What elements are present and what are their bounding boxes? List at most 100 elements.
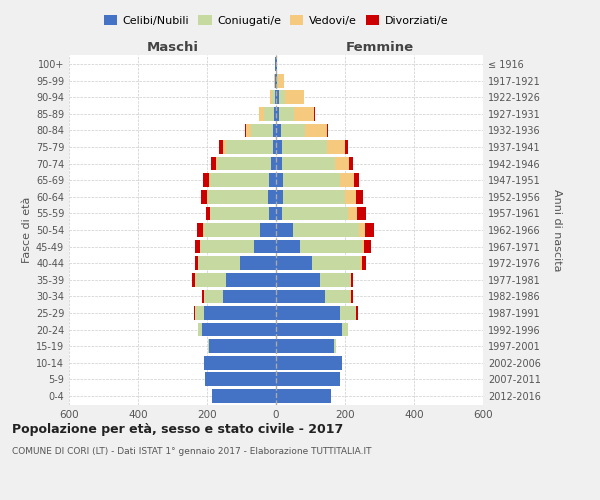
Bar (355, 174, 359, 187)
Text: Popolazione per età, sesso e stato civile - 2017: Popolazione per età, sesso e stato civil… (12, 422, 343, 436)
Bar (276, 107, 280, 120)
Bar (341, 322, 348, 336)
Bar (300, 240, 362, 254)
Bar (199, 322, 202, 336)
Bar (349, 157, 353, 170)
Bar (350, 273, 351, 286)
Bar (251, 124, 273, 138)
Bar (240, 256, 276, 270)
Bar (356, 306, 358, 320)
Bar (202, 322, 276, 336)
Text: Femmine: Femmine (346, 41, 413, 54)
Y-axis label: Anni di nascita: Anni di nascita (552, 188, 562, 271)
Bar (356, 190, 363, 203)
Bar (276, 340, 334, 353)
Bar (285, 90, 304, 104)
Bar (365, 223, 374, 237)
Bar (276, 124, 281, 138)
Bar (276, 240, 300, 254)
Bar (325, 290, 350, 303)
Bar (327, 124, 328, 138)
Bar (276, 190, 283, 203)
Bar (270, 90, 272, 104)
Bar (359, 223, 365, 237)
Bar (203, 223, 260, 237)
Bar (351, 273, 353, 286)
Bar (199, 256, 240, 270)
Bar (203, 290, 223, 303)
Bar (275, 58, 276, 71)
Bar (276, 140, 282, 154)
Bar (264, 107, 274, 120)
Bar (283, 174, 340, 187)
Bar (223, 140, 226, 154)
Bar (362, 256, 366, 270)
Bar (276, 58, 277, 71)
Bar (268, 190, 276, 203)
Bar (294, 107, 314, 120)
Bar (350, 290, 353, 303)
Bar (194, 306, 195, 320)
Bar (281, 124, 305, 138)
Bar (276, 206, 282, 220)
Bar (203, 306, 276, 320)
Bar (364, 240, 371, 254)
Bar (272, 90, 275, 104)
Bar (348, 322, 349, 336)
Bar (273, 124, 276, 138)
Bar (275, 90, 276, 104)
Bar (245, 124, 251, 138)
Bar (206, 206, 210, 220)
Bar (269, 174, 276, 187)
Bar (195, 273, 226, 286)
Bar (271, 157, 276, 170)
Bar (200, 240, 254, 254)
Bar (195, 240, 200, 254)
Bar (269, 206, 276, 220)
Bar (312, 256, 360, 270)
Bar (203, 174, 209, 187)
Bar (208, 340, 209, 353)
Bar (278, 74, 284, 88)
Bar (358, 206, 366, 220)
Bar (320, 273, 350, 286)
Bar (208, 190, 268, 203)
Bar (276, 356, 342, 370)
Bar (219, 140, 223, 154)
Bar (282, 157, 335, 170)
Bar (211, 206, 269, 220)
Bar (259, 107, 264, 120)
Bar (335, 157, 349, 170)
Bar (345, 140, 348, 154)
Bar (276, 74, 277, 88)
Bar (226, 273, 276, 286)
Bar (211, 157, 215, 170)
Bar (197, 223, 203, 237)
Bar (279, 90, 285, 104)
Bar (226, 140, 272, 154)
Bar (217, 157, 271, 170)
Bar (276, 223, 293, 237)
Bar (192, 273, 195, 286)
Bar (340, 306, 356, 320)
Bar (276, 306, 340, 320)
Bar (276, 174, 283, 187)
Bar (293, 223, 359, 237)
Bar (203, 356, 276, 370)
Bar (340, 174, 355, 187)
Bar (276, 322, 341, 336)
Bar (280, 107, 294, 120)
Bar (215, 157, 217, 170)
Bar (275, 74, 276, 88)
Bar (210, 206, 211, 220)
Bar (209, 174, 211, 187)
Bar (195, 306, 203, 320)
Bar (276, 389, 331, 402)
Bar (282, 206, 348, 220)
Bar (305, 124, 327, 138)
Y-axis label: Fasce di età: Fasce di età (22, 197, 32, 263)
Bar (276, 157, 282, 170)
Bar (277, 74, 278, 88)
Bar (348, 206, 358, 220)
Bar (274, 107, 276, 120)
